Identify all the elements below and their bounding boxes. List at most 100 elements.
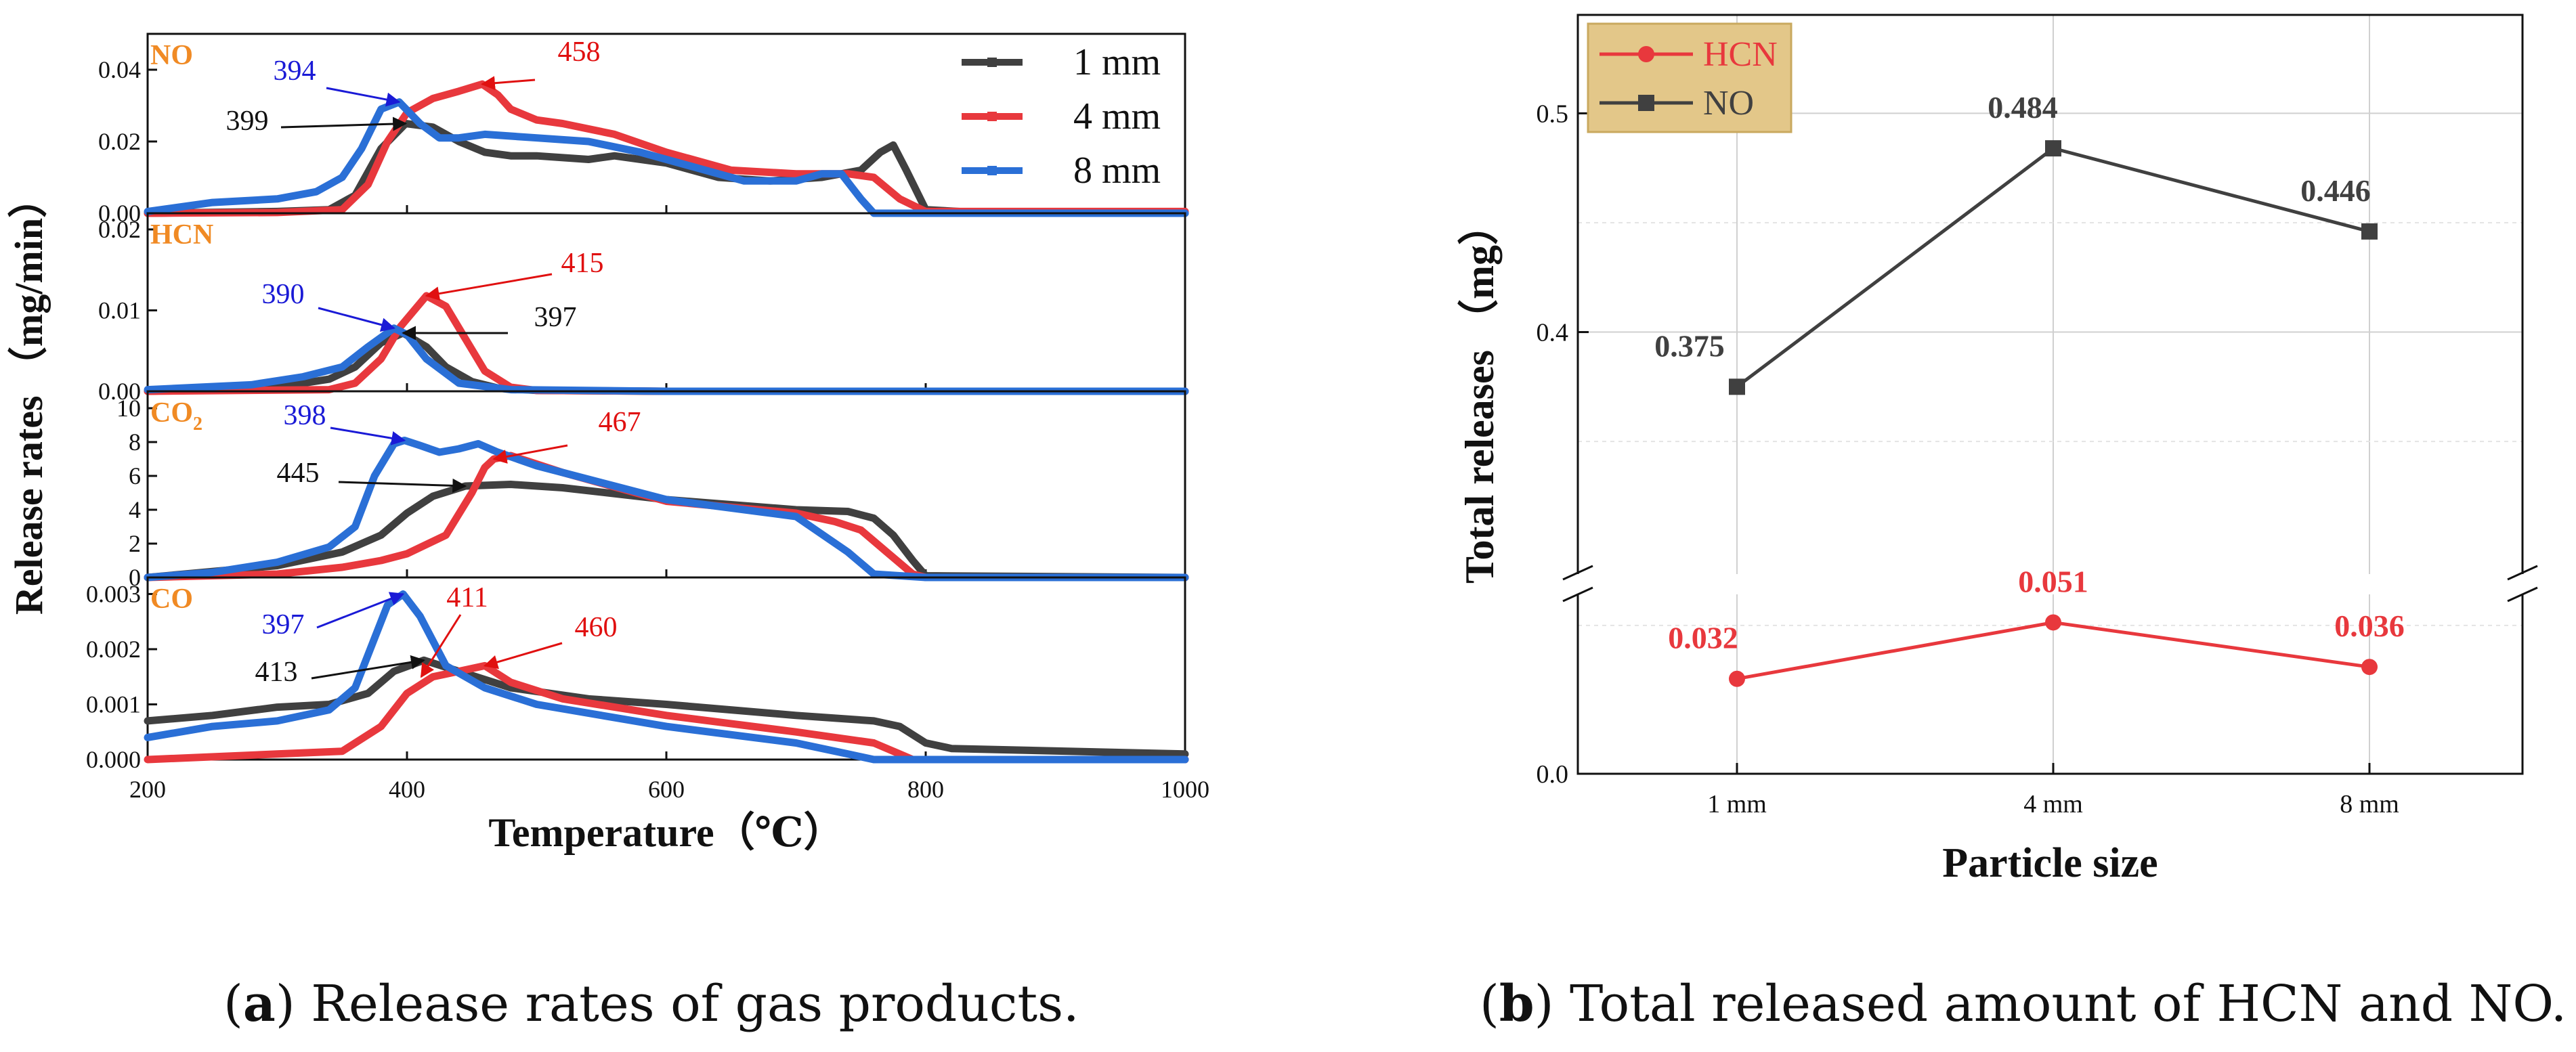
point-no xyxy=(2045,140,2061,157)
caption-b: (b) Total released amount of HCN and NO. xyxy=(1480,975,2567,1033)
series-line-1mm xyxy=(144,656,1189,758)
series-line-1mm xyxy=(144,329,1189,395)
data-label-hcn: 0.036 xyxy=(2334,609,2405,643)
axis-break-gap xyxy=(1558,574,2543,594)
annotation-arrow xyxy=(420,614,462,678)
y-tick-label: 0.4 xyxy=(1537,319,1569,347)
annotation-label: 467 xyxy=(599,407,641,438)
y-tick-label: 0.00 xyxy=(98,378,141,405)
point-hcn xyxy=(2361,659,2378,676)
y-tick-label: 6 xyxy=(129,462,141,489)
y-tick-label: 0 xyxy=(129,564,141,591)
annotation-label: 390 xyxy=(262,279,305,310)
annotation-label: 397 xyxy=(262,609,305,640)
annotation-label: 399 xyxy=(226,106,269,137)
x-axis-title: Particle size xyxy=(1942,840,2158,886)
annotation-label: 411 xyxy=(446,582,488,613)
annotation-arrow xyxy=(492,444,568,464)
series-line-4mm xyxy=(144,80,1189,217)
annotation-arrow xyxy=(318,307,395,332)
annotation-label: 415 xyxy=(561,248,604,279)
subplot-hcn: 0.00 0.01 0.02 HCN 390 415 397 xyxy=(98,212,1189,405)
x-tick-label: 800 xyxy=(907,776,944,803)
data-label-no: 0.446 xyxy=(2300,173,2371,208)
caption-b-text: Total released amount of HCN and NO. xyxy=(1553,975,2567,1033)
legend-box xyxy=(1587,22,1793,133)
data-label-hcn: 0.051 xyxy=(2018,564,2088,598)
annotation-arrow xyxy=(316,592,405,629)
series-line-8mm xyxy=(144,98,1189,217)
y-tick-label: 0.002 xyxy=(86,636,141,663)
series-line-4mm xyxy=(144,661,1189,764)
y-tick-label: 0.00 xyxy=(98,200,141,227)
y-tick-label: 0.01 xyxy=(98,297,141,324)
annotation-arrow xyxy=(311,655,425,680)
x-tick-label: 1 mm xyxy=(1707,790,1767,818)
point-hcn xyxy=(1729,670,1745,687)
series-line-8mm xyxy=(144,590,1189,764)
annotation-label: 394 xyxy=(274,56,316,87)
annotation-arrow xyxy=(280,116,408,131)
caption-a-text: Release rates of gas products. xyxy=(295,975,1079,1033)
x-tick-label: 1000 xyxy=(1161,776,1209,803)
subplot-label: CO2 xyxy=(150,397,202,435)
data-label-no: 0.484 xyxy=(1988,90,2058,125)
annotation-arrow xyxy=(330,426,406,445)
legend-label-no: NO xyxy=(1703,84,1754,123)
y-tick-label: 0.5 xyxy=(1537,100,1569,128)
y-tick-label: 0.02 xyxy=(98,216,141,243)
caption-a-letter: a xyxy=(242,975,276,1033)
x-tick-label: 4 mm xyxy=(2023,790,2083,818)
annotation-arrow xyxy=(425,273,553,301)
legend-label-4mm: 4 mm xyxy=(1073,95,1161,137)
plot-frame xyxy=(1576,14,2524,775)
legend-label-hcn: HCN xyxy=(1703,35,1778,74)
axis-break-mark xyxy=(1562,565,1593,581)
legend-marker-8mm xyxy=(987,166,997,175)
annotation-arrow xyxy=(480,76,536,91)
data-label-no: 0.375 xyxy=(1654,328,1725,363)
y-axis-title: Release rates （mg/min） xyxy=(7,179,51,615)
annotation-label: 397 xyxy=(534,302,577,333)
y-tick-label: 0.0 xyxy=(1537,760,1569,789)
annotation-arrow xyxy=(326,87,401,107)
legend: HCN NO xyxy=(1587,22,1793,133)
subplot-frame xyxy=(146,576,1186,761)
caption-a: (a) Release rates of gas products. xyxy=(223,975,1079,1033)
series-line-1mm xyxy=(144,481,1189,582)
caption-b-letter: b xyxy=(1499,975,1534,1033)
y-tick-label: 0.000 xyxy=(86,746,141,773)
series-line-8mm xyxy=(144,324,1189,395)
panel-b-chart: 0.0 0.4 0.5 1 mm 4 mm 8 mm Particle size Total … xyxy=(1457,14,2543,886)
legend-marker-hcn xyxy=(1638,46,1654,62)
y-axis-title: Total releases （mg） xyxy=(1457,204,1502,584)
annotation-label: 413 xyxy=(255,657,298,688)
annotation-label: 458 xyxy=(558,37,601,68)
subplot-label: CO xyxy=(150,584,193,615)
data-label-hcn: 0.032 xyxy=(1668,621,1738,655)
axis-break-mark xyxy=(2507,565,2538,581)
x-tick-label: 400 xyxy=(389,776,425,803)
annotation-arrow xyxy=(338,478,467,493)
x-axis-title: Temperature（℃） xyxy=(488,810,844,855)
legend-marker-1mm xyxy=(987,58,997,67)
subplot-co2: 0 2 4 6 8 10 CO2 398 445 467 xyxy=(116,390,1189,591)
annotation-arrow xyxy=(483,642,563,670)
x-tick-label: 600 xyxy=(648,776,685,803)
y-tick-label: 2 xyxy=(129,530,141,557)
point-no xyxy=(1729,378,1745,395)
legend-marker-4mm xyxy=(987,112,997,121)
point-hcn xyxy=(2045,614,2061,631)
legend-label-1mm: 1 mm xyxy=(1073,41,1161,83)
y-tick-label: 10 xyxy=(116,395,141,422)
annotation-label: 445 xyxy=(277,458,320,489)
x-tick-label: 8 mm xyxy=(2340,790,2399,818)
legend-label-8mm: 8 mm xyxy=(1073,150,1161,192)
annotation-label: 460 xyxy=(575,612,618,643)
axis-break-mark xyxy=(1562,586,1593,602)
subplot-co: 0.000 0.001 0.002 0.003 CO 397 411 413 460 xyxy=(86,576,1189,773)
point-no xyxy=(2361,223,2378,240)
